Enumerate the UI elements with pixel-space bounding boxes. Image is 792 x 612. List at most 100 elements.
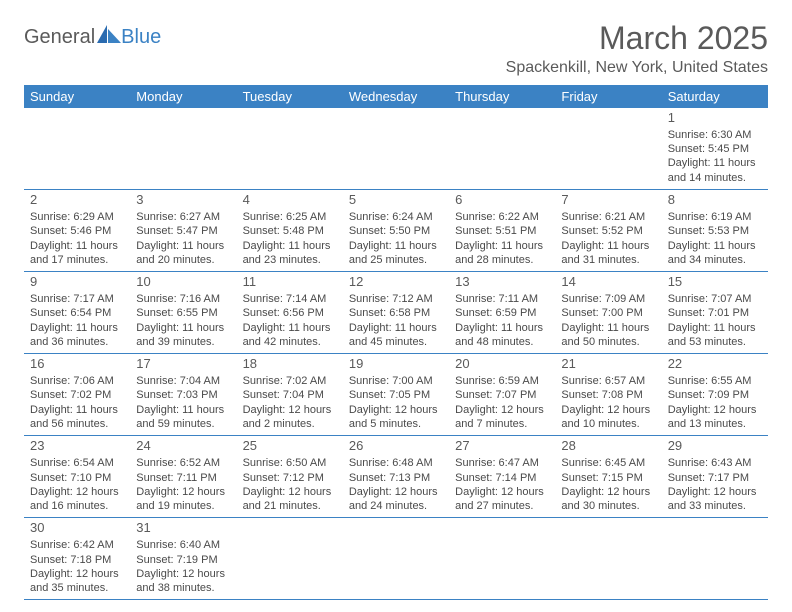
daylight-line: Daylight: 12 hours and 10 minutes. <box>561 403 655 432</box>
sunrise-line: Sunrise: 7:16 AM <box>136 292 230 306</box>
sunset-line: Sunset: 7:18 PM <box>30 553 124 567</box>
calendar-cell-empty <box>343 108 449 189</box>
sunset-line: Sunset: 5:45 PM <box>668 142 762 156</box>
day-number: 28 <box>561 438 655 455</box>
sunset-line: Sunset: 7:12 PM <box>243 471 337 485</box>
calendar-cell: 18Sunrise: 7:02 AMSunset: 7:04 PMDayligh… <box>237 354 343 435</box>
sunrise-line: Sunrise: 6:24 AM <box>349 210 443 224</box>
page: General Blue March 2025 Spackenkill, New… <box>0 0 792 612</box>
sunset-line: Sunset: 7:03 PM <box>136 388 230 402</box>
day-number: 4 <box>243 192 337 209</box>
sunrise-line: Sunrise: 7:02 AM <box>243 374 337 388</box>
daylight-line: Daylight: 11 hours and 31 minutes. <box>561 239 655 268</box>
sunset-line: Sunset: 7:00 PM <box>561 306 655 320</box>
weekday-header: Wednesday <box>343 85 449 108</box>
sunset-line: Sunset: 6:54 PM <box>30 306 124 320</box>
day-number: 19 <box>349 356 443 373</box>
sunset-line: Sunset: 7:13 PM <box>349 471 443 485</box>
weekday-header: Tuesday <box>237 85 343 108</box>
logo-word-general: General <box>24 26 95 49</box>
daylight-line: Daylight: 11 hours and 56 minutes. <box>30 403 124 432</box>
calendar-cell: 25Sunrise: 6:50 AMSunset: 7:12 PMDayligh… <box>237 436 343 517</box>
sunset-line: Sunset: 5:50 PM <box>349 224 443 238</box>
day-number: 10 <box>136 274 230 291</box>
calendar-week: 2Sunrise: 6:29 AMSunset: 5:46 PMDaylight… <box>24 190 768 272</box>
sunrise-line: Sunrise: 6:22 AM <box>455 210 549 224</box>
calendar-cell-empty <box>343 518 449 599</box>
calendar-cell: 21Sunrise: 6:57 AMSunset: 7:08 PMDayligh… <box>555 354 661 435</box>
daylight-line: Daylight: 12 hours and 5 minutes. <box>349 403 443 432</box>
weekday-header: Sunday <box>24 85 130 108</box>
calendar-cell: 2Sunrise: 6:29 AMSunset: 5:46 PMDaylight… <box>24 190 130 271</box>
page-subtitle: Spackenkill, New York, United States <box>506 59 768 77</box>
daylight-line: Daylight: 11 hours and 14 minutes. <box>668 156 762 185</box>
day-number: 30 <box>30 520 124 537</box>
sunrise-line: Sunrise: 6:45 AM <box>561 456 655 470</box>
daylight-line: Daylight: 11 hours and 17 minutes. <box>30 239 124 268</box>
daylight-line: Daylight: 11 hours and 23 minutes. <box>243 239 337 268</box>
calendar-cell: 19Sunrise: 7:00 AMSunset: 7:05 PMDayligh… <box>343 354 449 435</box>
calendar-cell: 4Sunrise: 6:25 AMSunset: 5:48 PMDaylight… <box>237 190 343 271</box>
daylight-line: Daylight: 11 hours and 42 minutes. <box>243 321 337 350</box>
sunset-line: Sunset: 7:09 PM <box>668 388 762 402</box>
sunrise-line: Sunrise: 7:12 AM <box>349 292 443 306</box>
page-title: March 2025 <box>506 20 768 57</box>
daylight-line: Daylight: 11 hours and 20 minutes. <box>136 239 230 268</box>
sunrise-line: Sunrise: 6:19 AM <box>668 210 762 224</box>
calendar-cell: 27Sunrise: 6:47 AMSunset: 7:14 PMDayligh… <box>449 436 555 517</box>
sunset-line: Sunset: 7:07 PM <box>455 388 549 402</box>
calendar-cell: 8Sunrise: 6:19 AMSunset: 5:53 PMDaylight… <box>662 190 768 271</box>
daylight-line: Daylight: 12 hours and 30 minutes. <box>561 485 655 514</box>
daylight-line: Daylight: 11 hours and 36 minutes. <box>30 321 124 350</box>
calendar-cell: 6Sunrise: 6:22 AMSunset: 5:51 PMDaylight… <box>449 190 555 271</box>
day-number: 9 <box>30 274 124 291</box>
calendar-cell-empty <box>24 108 130 189</box>
calendar-cell: 23Sunrise: 6:54 AMSunset: 7:10 PMDayligh… <box>24 436 130 517</box>
day-number: 17 <box>136 356 230 373</box>
daylight-line: Daylight: 11 hours and 59 minutes. <box>136 403 230 432</box>
sail-icon <box>97 25 121 43</box>
sunrise-line: Sunrise: 6:43 AM <box>668 456 762 470</box>
day-number: 16 <box>30 356 124 373</box>
calendar-cell: 5Sunrise: 6:24 AMSunset: 5:50 PMDaylight… <box>343 190 449 271</box>
calendar-cell-empty <box>449 108 555 189</box>
header: General Blue March 2025 Spackenkill, New… <box>24 20 768 77</box>
day-number: 11 <box>243 274 337 291</box>
sunset-line: Sunset: 7:08 PM <box>561 388 655 402</box>
day-number: 25 <box>243 438 337 455</box>
sunrise-line: Sunrise: 7:11 AM <box>455 292 549 306</box>
sunrise-line: Sunrise: 6:57 AM <box>561 374 655 388</box>
sunset-line: Sunset: 7:15 PM <box>561 471 655 485</box>
sunrise-line: Sunrise: 6:30 AM <box>668 128 762 142</box>
sunset-line: Sunset: 6:58 PM <box>349 306 443 320</box>
daylight-line: Daylight: 12 hours and 2 minutes. <box>243 403 337 432</box>
calendar: SundayMondayTuesdayWednesdayThursdayFrid… <box>24 85 768 600</box>
sunrise-line: Sunrise: 7:00 AM <box>349 374 443 388</box>
daylight-line: Daylight: 12 hours and 7 minutes. <box>455 403 549 432</box>
day-number: 3 <box>136 192 230 209</box>
day-number: 5 <box>349 192 443 209</box>
calendar-cell-empty <box>237 518 343 599</box>
calendar-week: 9Sunrise: 7:17 AMSunset: 6:54 PMDaylight… <box>24 272 768 354</box>
day-number: 27 <box>455 438 549 455</box>
sunrise-line: Sunrise: 6:25 AM <box>243 210 337 224</box>
calendar-cell: 13Sunrise: 7:11 AMSunset: 6:59 PMDayligh… <box>449 272 555 353</box>
day-number: 1 <box>668 110 762 127</box>
sunset-line: Sunset: 7:19 PM <box>136 553 230 567</box>
sunset-line: Sunset: 7:10 PM <box>30 471 124 485</box>
calendar-cell: 20Sunrise: 6:59 AMSunset: 7:07 PMDayligh… <box>449 354 555 435</box>
calendar-cell: 12Sunrise: 7:12 AMSunset: 6:58 PMDayligh… <box>343 272 449 353</box>
sunset-line: Sunset: 5:53 PM <box>668 224 762 238</box>
daylight-line: Daylight: 12 hours and 33 minutes. <box>668 485 762 514</box>
day-number: 12 <box>349 274 443 291</box>
calendar-cell: 11Sunrise: 7:14 AMSunset: 6:56 PMDayligh… <box>237 272 343 353</box>
calendar-week: 30Sunrise: 6:42 AMSunset: 7:18 PMDayligh… <box>24 518 768 600</box>
calendar-cell: 14Sunrise: 7:09 AMSunset: 7:00 PMDayligh… <box>555 272 661 353</box>
sunset-line: Sunset: 5:47 PM <box>136 224 230 238</box>
day-number: 23 <box>30 438 124 455</box>
sunrise-line: Sunrise: 6:55 AM <box>668 374 762 388</box>
sunrise-line: Sunrise: 6:47 AM <box>455 456 549 470</box>
daylight-line: Daylight: 12 hours and 35 minutes. <box>30 567 124 596</box>
daylight-line: Daylight: 11 hours and 39 minutes. <box>136 321 230 350</box>
sunset-line: Sunset: 5:48 PM <box>243 224 337 238</box>
